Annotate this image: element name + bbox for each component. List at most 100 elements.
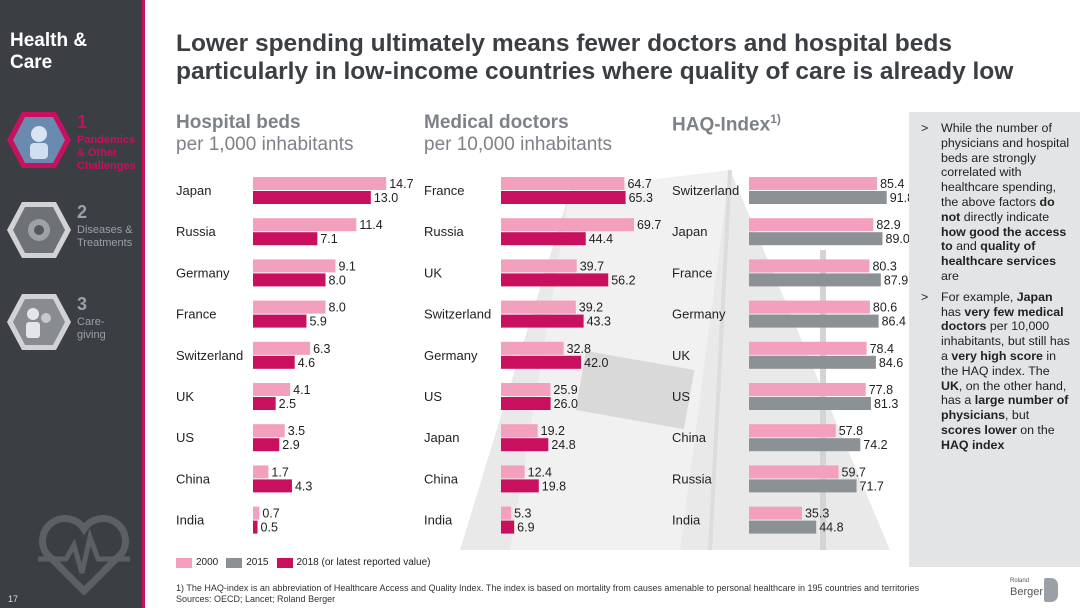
medical-doctors-bar (501, 259, 577, 273)
hospital-beds-data-label: 14.7 (389, 177, 413, 191)
hospital-beds-category-label: US (176, 430, 194, 445)
medical-doctors-bar (501, 424, 538, 438)
hospital-beds-bar (253, 479, 292, 493)
medical-doctors-data-label: 12.4 (528, 465, 552, 479)
hospital-beds-bar (253, 424, 285, 438)
haq-index-bar (749, 259, 870, 273)
legend-label: 2018 (or latest reported value) (296, 557, 431, 568)
hospital-beds-bar (253, 259, 336, 273)
haq-index-bar (749, 465, 839, 479)
medical-doctors-bar (501, 191, 626, 204)
medical-doctors-category-label: France (424, 183, 464, 198)
haq-index-bar (749, 232, 883, 246)
sidebar-item-diseases[interactable]: 2 Diseases & Treatments (6, 200, 140, 270)
haq-index-category-label: India (672, 513, 701, 528)
sidebar-item-pandemics[interactable]: 1 Pandemics & Other Challenges (6, 110, 140, 180)
haq-index-title-text: HAQ-Index (672, 114, 771, 136)
section-title: Health & Care (10, 30, 88, 73)
hospital-beds-data-label: 4.1 (293, 383, 310, 397)
hospital-beds-data-label: 7.1 (320, 232, 337, 246)
haq-index-data-label: 85.4 (880, 177, 904, 191)
medical-doctors-data-label: 32.8 (567, 342, 591, 356)
haq-index-category-label: Switzerland (672, 183, 739, 198)
haq-index-bar (749, 506, 802, 520)
commentary-emphasis: HAQ index (941, 437, 1005, 452)
commentary-text: are (941, 268, 959, 283)
sidebar-item-number: 2 (77, 202, 88, 222)
hospital-beds-title: Hospital beds (176, 112, 301, 133)
logo-roland: Roland (1010, 578, 1030, 584)
hospital-beds-bar (253, 397, 276, 410)
commentary-emphasis: Japan (1016, 289, 1053, 304)
medical-doctors-data-label: 56.2 (611, 273, 635, 287)
hospital-beds-category-label: Russia (176, 224, 217, 239)
legend-entry: 2015 (226, 557, 269, 568)
hospital-beds-data-label: 2.9 (282, 438, 299, 452)
haq-index-category-label: US (672, 389, 690, 404)
hospital-beds-data-label: 0.7 (262, 507, 279, 521)
hospital-beds-data-label: 1.7 (271, 465, 288, 479)
hospital-beds-data-label: 13.0 (374, 191, 398, 205)
commentary-emphasis: UK (941, 378, 959, 393)
commentary-text: directly indicate (960, 209, 1050, 224)
hospital-beds-bar (253, 465, 269, 479)
medical-doctors-bar (501, 465, 525, 479)
hospital-beds-data-label: 8.0 (329, 301, 346, 315)
haq-index-data-label: 84.6 (879, 356, 903, 370)
sidebar-item-label: Pandemics & Other Challenges (77, 134, 136, 172)
medical-doctors-data-label: 25.9 (553, 383, 577, 397)
legend-label: 2000 (196, 557, 219, 568)
haq-index-bar (749, 273, 881, 287)
haq-index-data-label: 59.7 (842, 465, 866, 479)
haq-index-title: HAQ-Index1) (672, 112, 781, 136)
hospital-beds-data-label: 5.9 (309, 315, 326, 329)
hospital-beds-data-label: 4.3 (295, 479, 312, 493)
medical-doctors-bar (501, 177, 625, 190)
medical-doctors-bar (501, 438, 549, 452)
medical-doctors-category-label: US (424, 389, 442, 404)
medical-doctors-data-label: 39.7 (580, 259, 604, 273)
medical-doctors-category-label: China (424, 471, 459, 486)
hospital-beds-data-label: 0.5 (261, 521, 278, 535)
medical-doctors-bar (501, 314, 584, 328)
medical-doctors-subtitle: per 10,000 inhabitants (424, 134, 613, 155)
legend-entry: 2000 (176, 557, 218, 568)
haq-index-bar (749, 355, 876, 369)
logo-berger: Berger (1010, 586, 1044, 598)
haq-index-data-label: 77.8 (869, 383, 893, 397)
medical-doctors-data-label: 5.3 (514, 507, 531, 521)
chart-legend: 2000 2015 2018 (or latest reported value) (176, 557, 438, 568)
pandemics-icon (7, 112, 71, 168)
hospital-beds-category-label: Germany (176, 265, 230, 280)
medical-doctors-bar (501, 218, 634, 232)
medical-doctors-bar (501, 355, 582, 369)
commentary-emphasis: do not (941, 194, 1055, 224)
hospital-beds-bar (253, 177, 387, 190)
medical-doctors-data-label: 69.7 (637, 218, 661, 232)
haq-index-data-label: 71.7 (860, 479, 884, 493)
footnotes: 1) The HAQ-index is an abbreviation of H… (176, 583, 919, 605)
sidebar-item-caregiving[interactable]: 3 Care- giving (6, 292, 140, 362)
haq-index-bar (749, 314, 879, 328)
haq-index-data-label: 89.0 (886, 232, 910, 246)
medical-doctors-bar (501, 397, 551, 410)
medical-doctors-category-label: UK (424, 265, 442, 280)
haq-index-bar (749, 424, 836, 438)
commentary-emphasis: large number of physicians (941, 393, 1069, 423)
hospital-beds-bar (253, 273, 326, 287)
hospital-beds-data-label: 2.5 (279, 397, 296, 411)
commentary-emphasis: very high score (951, 348, 1043, 363)
hospital-beds-data-label: 9.1 (338, 259, 355, 273)
medical-doctors-category-label: Russia (424, 224, 465, 239)
hospital-beds-bar (253, 232, 318, 246)
medical-doctors-bar (501, 300, 576, 314)
medical-doctors-category-label: Germany (424, 348, 478, 363)
medical-doctors-data-label: 19.8 (542, 479, 566, 493)
commentary-emphasis: scores lower (941, 422, 1017, 437)
hospital-beds-category-label: China (176, 471, 211, 486)
legend-entry: 2018 (or latest reported value) (276, 557, 431, 568)
haq-index-category-label: Germany (672, 307, 726, 322)
medical-doctors-bar (501, 479, 539, 493)
commentary-item: > For example, Japan has very few medical… (919, 290, 1070, 453)
